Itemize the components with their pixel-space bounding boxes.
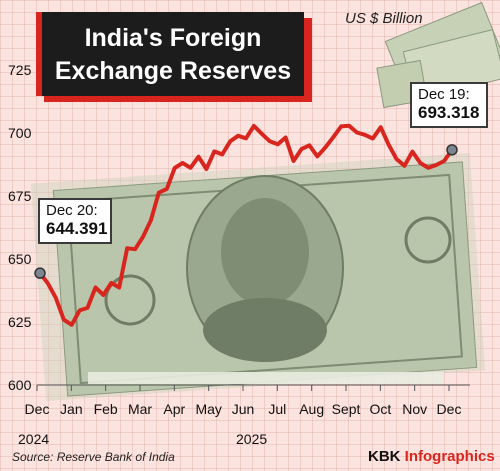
x-tick-label: May: [195, 401, 221, 417]
x-tick-label: Jan: [60, 401, 83, 417]
x-tick-label: Oct: [369, 401, 391, 417]
start-callout-value: 644.391: [46, 219, 108, 238]
brand-accent: Infographics: [404, 448, 495, 465]
x-tick-label: Aug: [299, 401, 324, 417]
x-tick-label: Nov: [402, 401, 427, 417]
year-label-2024: 2024: [18, 431, 49, 447]
start-point: [34, 267, 46, 279]
start-value-callout: Dec 20: 644.391: [38, 198, 112, 244]
x-tick-label: Apr: [163, 401, 185, 417]
brand-main: KBK: [368, 448, 405, 465]
y-tick-label: 725: [8, 62, 32, 78]
year-label-2025: 2025: [236, 431, 267, 447]
y-tick-label: 650: [8, 251, 32, 267]
y-tick-label: 700: [8, 125, 32, 141]
x-tick-label: Jun: [232, 401, 255, 417]
x-tick-label: Jul: [268, 401, 286, 417]
end-point: [446, 144, 458, 156]
y-axis-ticks: 600 625 650 675 700 725: [8, 62, 32, 393]
y-tick-label: 675: [8, 188, 32, 204]
end-value-callout: Dec 19: 693.318: [410, 82, 488, 128]
x-tick-label: Sept: [332, 401, 361, 417]
series-points: [34, 144, 458, 279]
end-callout-value: 693.318: [418, 103, 480, 122]
y-tick-label: 600: [8, 377, 32, 393]
x-axis-ticks: Dec Jan Feb Mar Apr May Jun Jul Aug Sept Oct Nov Dec: [25, 385, 462, 417]
banknote-illustration: [30, 152, 486, 402]
reserves-series-line: [38, 123, 454, 327]
y-tick-label: 625: [8, 314, 32, 330]
brand-logo: KBK Infographics: [368, 448, 495, 465]
x-tick-label: Feb: [94, 401, 118, 417]
title-line-1: India's Foreign: [84, 24, 262, 52]
x-tick-label: Mar: [128, 401, 152, 417]
source-note: Source: Reserve Bank of India: [12, 450, 175, 464]
x-tick-label: Dec: [25, 401, 50, 417]
start-callout-label: Dec 20:: [46, 202, 98, 219]
unit-label: US $ Billion: [345, 10, 423, 27]
chart-title: India's Foreign Exchange Reserves: [36, 12, 304, 96]
end-callout-label: Dec 19:: [418, 86, 470, 103]
title-line-2: Exchange Reserves: [54, 57, 292, 85]
x-tick-label: Dec: [437, 401, 462, 417]
